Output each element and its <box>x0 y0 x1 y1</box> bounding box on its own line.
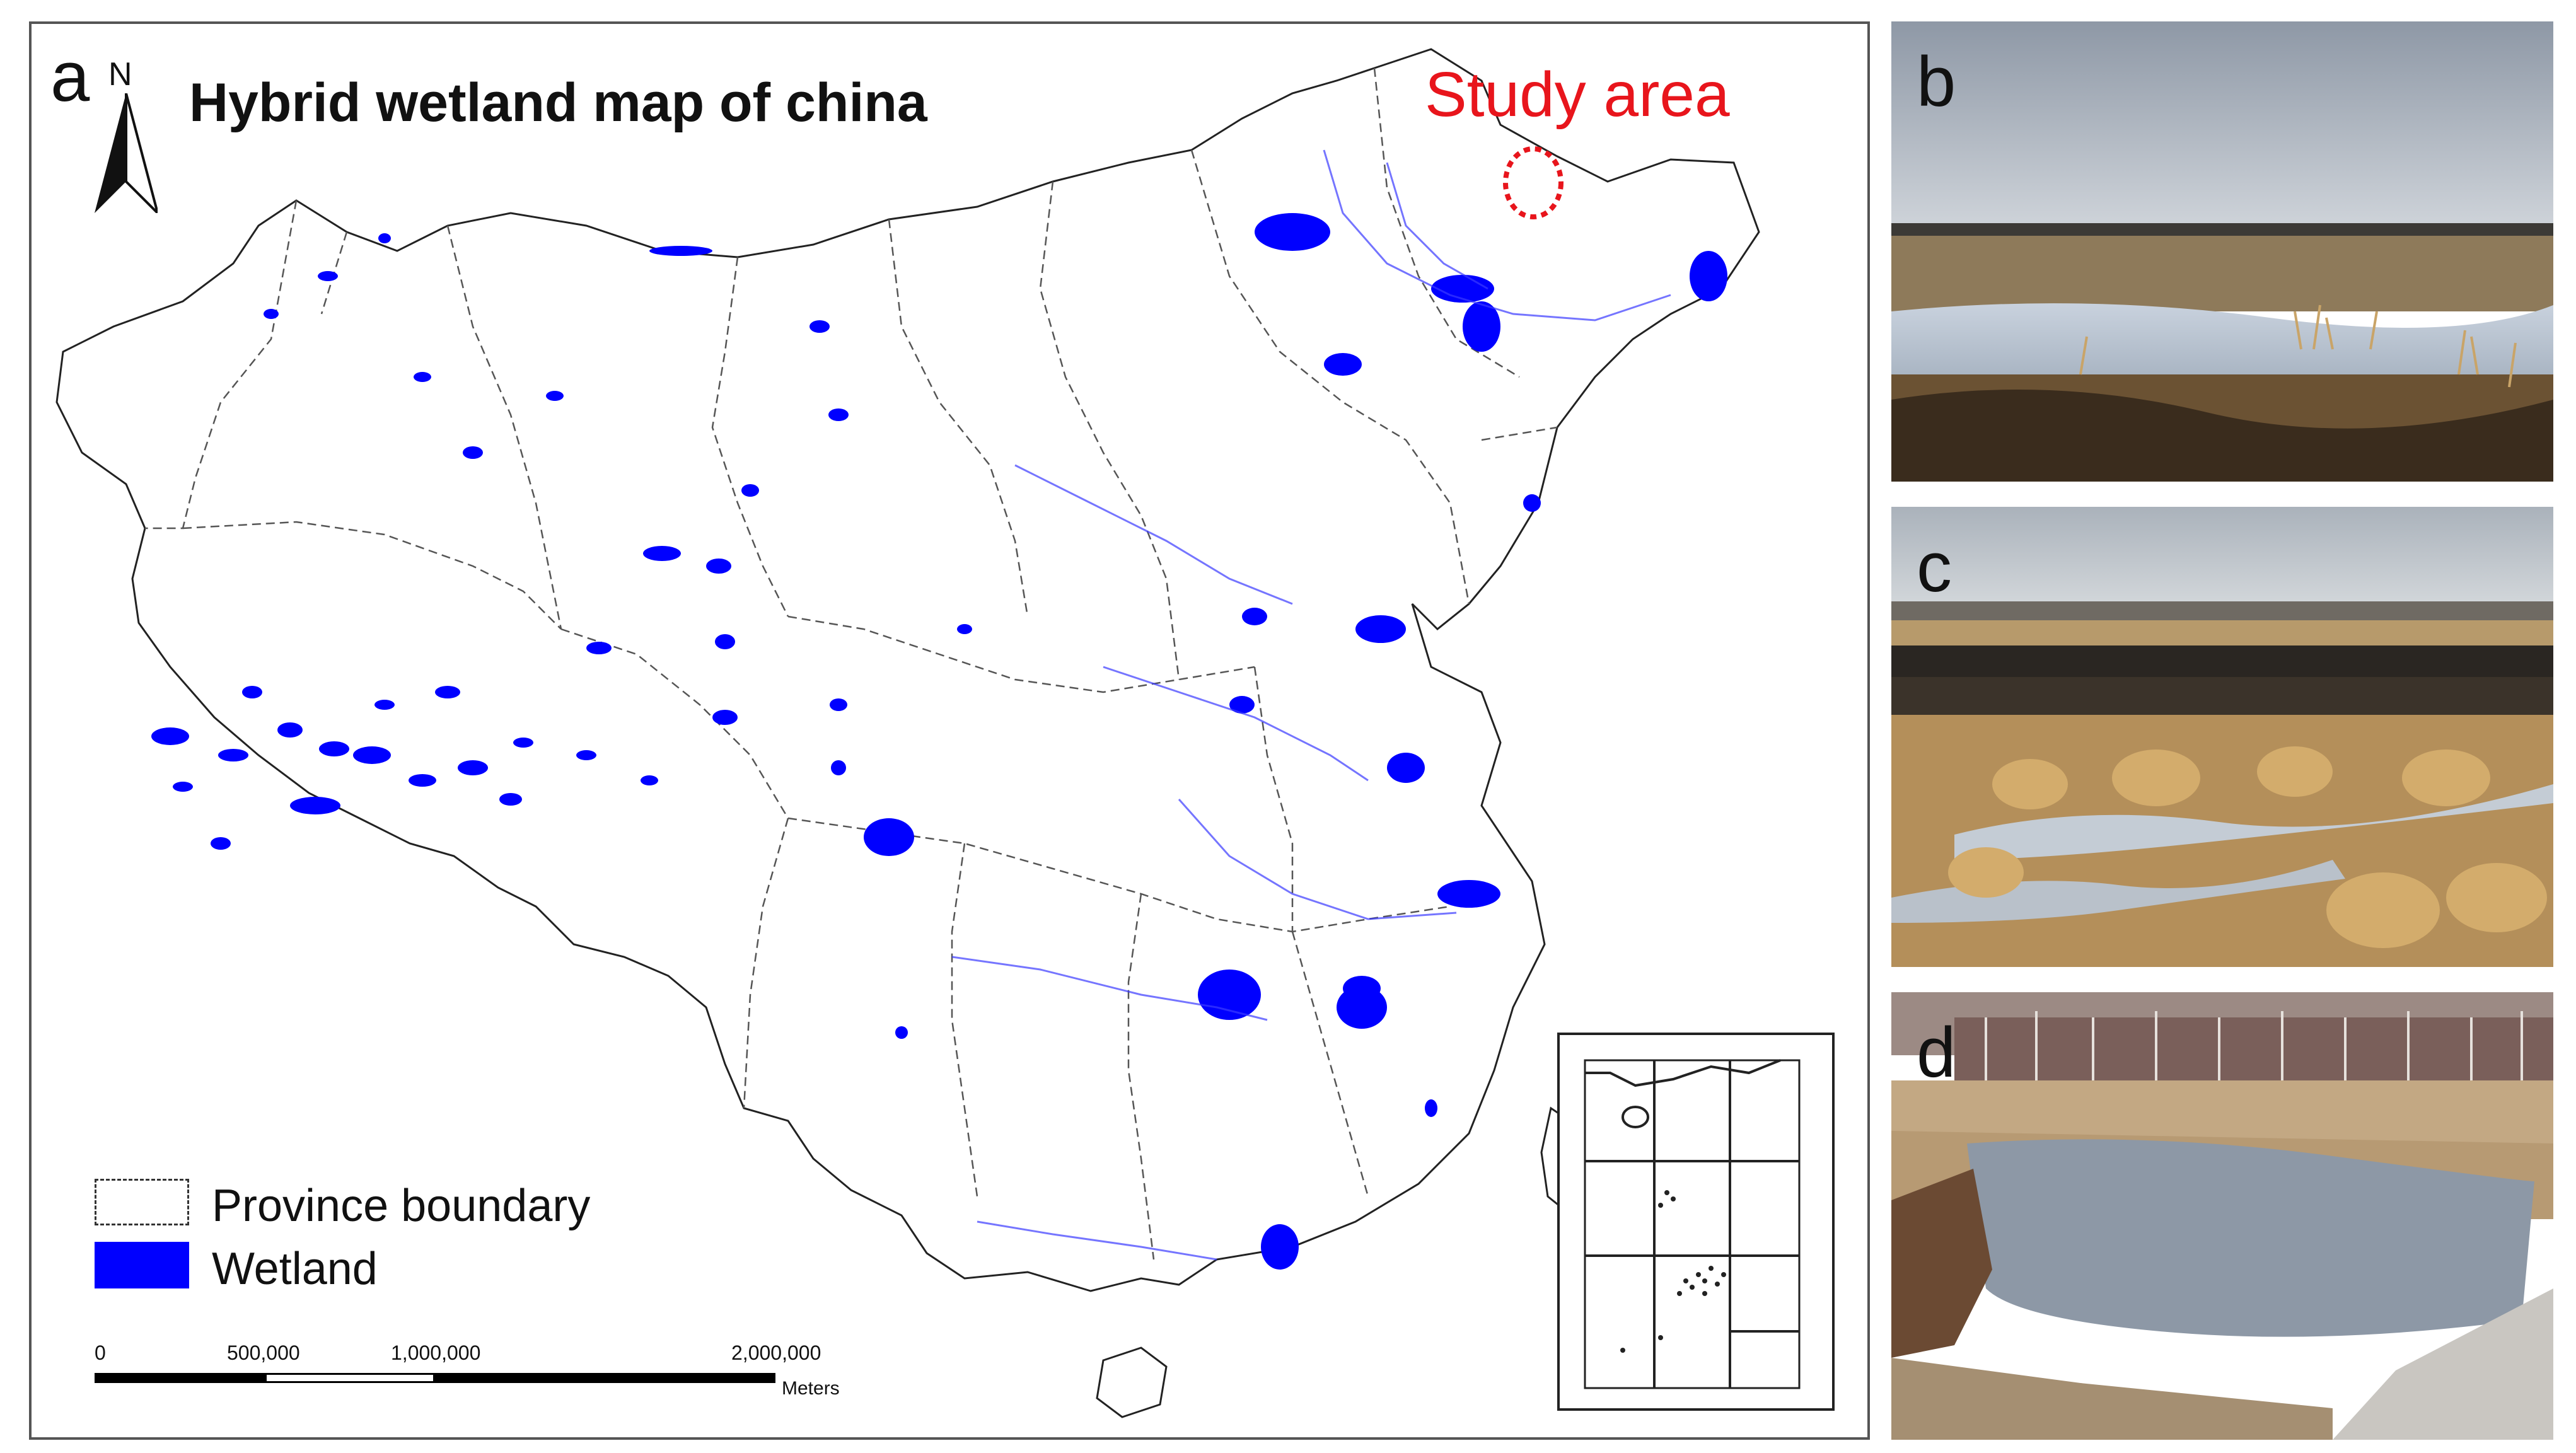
legend-label: Province boundary <box>212 1181 591 1231</box>
river-lines <box>951 149 1671 1261</box>
plateau-lakes <box>151 686 658 814</box>
photo-panel-d: d <box>1891 992 2553 1440</box>
north-arrow-icon <box>95 93 158 213</box>
scale-tick-label: 1,000,000 <box>391 1341 481 1364</box>
wetland-patches <box>211 213 1727 1270</box>
scale-segment <box>265 1373 435 1383</box>
study-area-marker <box>1503 146 1564 219</box>
scale-segment <box>95 1373 265 1383</box>
scale-bar: 0 500,000 1,000,000 2,000,000 Meters <box>95 1341 851 1404</box>
marsh-photo <box>1891 21 2553 482</box>
boundary-swatch <box>95 1179 189 1225</box>
scale-tick-label: 500,000 <box>227 1341 300 1364</box>
scale-tick-label: 0 <box>95 1341 106 1364</box>
photo-panel-b: b <box>1891 21 2553 482</box>
panel-letter-b: b <box>1917 42 1956 121</box>
country-outline <box>55 48 1760 1292</box>
scale-tick-label: 2,000,000 <box>731 1341 821 1364</box>
map-panel: a N Hybrid wetland map of china Study ar… <box>29 21 1870 1440</box>
inset-map <box>1584 1059 1801 1389</box>
burned-field-photo <box>1891 507 2553 967</box>
panel-letter-c: c <box>1917 528 1952 606</box>
pond-photo <box>1891 992 2553 1440</box>
legend-label: Wetland <box>212 1244 378 1294</box>
study-area-label: Study area <box>1425 59 1730 130</box>
hainan-outline <box>1096 1346 1168 1418</box>
scale-units: Meters <box>782 1378 840 1399</box>
panel-letter-a: a <box>50 37 90 116</box>
legend-item-boundary: Province boundary <box>95 1171 662 1234</box>
map-legend: Province boundary Wetland <box>95 1171 662 1297</box>
south-china-sea-inset <box>1557 1033 1835 1411</box>
legend-item-wetland: Wetland <box>95 1234 662 1297</box>
panel-letter-d: d <box>1917 1013 1956 1092</box>
wetland-swatch <box>95 1242 189 1288</box>
photo-panel-c: c <box>1891 507 2553 967</box>
map-title: Hybrid wetland map of china <box>189 72 927 133</box>
scale-segment <box>435 1373 775 1383</box>
north-label: N <box>108 56 132 93</box>
